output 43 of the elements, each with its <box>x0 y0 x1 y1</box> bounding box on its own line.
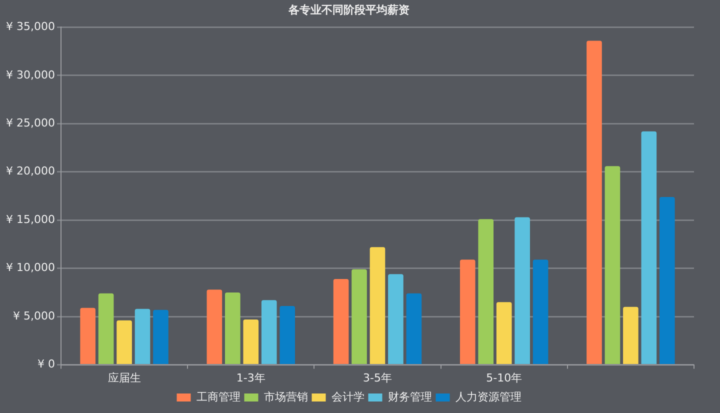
bar <box>604 166 620 364</box>
bar <box>370 247 386 364</box>
x-tick-label: 1-3年 <box>236 371 266 384</box>
bar <box>206 290 222 364</box>
bar <box>153 310 168 364</box>
bar <box>496 302 512 364</box>
y-tick-label: ¥ 35,000 <box>6 20 55 34</box>
bar <box>478 219 494 364</box>
legend-label: 工商管理 <box>196 390 240 404</box>
legend-label: 市场营销 <box>264 390 308 404</box>
chart-title: 各专业不同阶段平均薪资 <box>288 3 410 16</box>
bar <box>261 300 277 364</box>
y-tick-label: ¥ 0 <box>37 358 55 371</box>
bar <box>586 40 602 364</box>
bar <box>243 319 259 364</box>
bar <box>641 131 657 364</box>
x-tick-label: 3-5年 <box>363 371 392 384</box>
bar <box>80 308 96 364</box>
bar <box>280 306 296 364</box>
x-tick-label: 5-10年 <box>486 371 522 384</box>
y-tick-label: ¥ 25,000 <box>6 116 55 130</box>
bar <box>134 308 150 364</box>
bar <box>98 293 114 364</box>
y-tick-label: ¥ 10,000 <box>6 261 55 274</box>
x-tick-label: 应届生 <box>108 371 141 384</box>
y-tick-label: ¥ 20,000 <box>6 164 55 178</box>
bar <box>225 292 240 364</box>
legend-label: 会计学 <box>331 390 364 404</box>
legend-label: 人力资源管理 <box>455 390 522 404</box>
bar <box>660 196 675 364</box>
bar <box>352 269 367 364</box>
legend-label: 财务管理 <box>388 390 432 404</box>
y-tick-label: ¥ 5,000 <box>12 309 55 322</box>
bar <box>388 274 404 364</box>
y-tick-label: ¥ 30,000 <box>6 68 55 82</box>
bar <box>514 217 530 364</box>
bar <box>460 260 476 364</box>
bar <box>116 320 132 364</box>
bar <box>333 278 349 364</box>
bar <box>406 293 422 364</box>
y-tick-label: ¥ 15,000 <box>6 212 55 226</box>
bar <box>623 306 638 364</box>
bar <box>532 260 548 364</box>
